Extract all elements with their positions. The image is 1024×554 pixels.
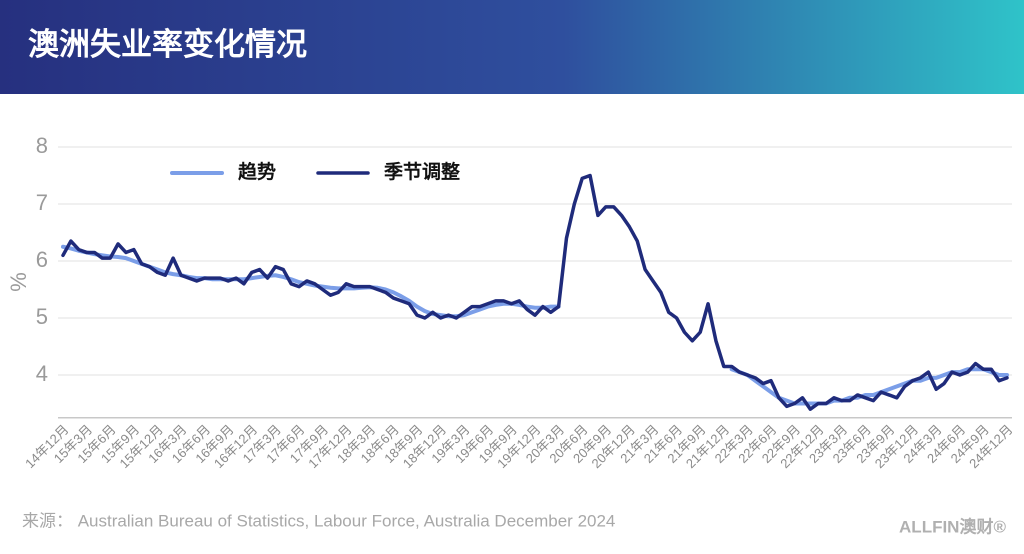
chart-title: 澳洲失业率变化情况	[28, 27, 307, 62]
source-note: 来源： Australian Bureau of Statistics, Lab…	[22, 511, 615, 530]
y-tick-label: 7	[36, 190, 48, 215]
y-axis-label: %	[6, 272, 31, 292]
series-line	[61, 173, 1009, 411]
series-line	[61, 244, 1009, 406]
header-band	[0, 0, 1024, 94]
legend-label: 趋势	[238, 160, 276, 183]
y-tick-label: 6	[36, 247, 48, 272]
y-tick-label: 4	[36, 361, 48, 386]
y-tick-label: 5	[36, 304, 48, 329]
brand-logo: ALLFIN澳财®	[899, 516, 1006, 536]
y-tick-label: 8	[36, 133, 48, 158]
legend-label: 季节调整	[384, 160, 460, 183]
